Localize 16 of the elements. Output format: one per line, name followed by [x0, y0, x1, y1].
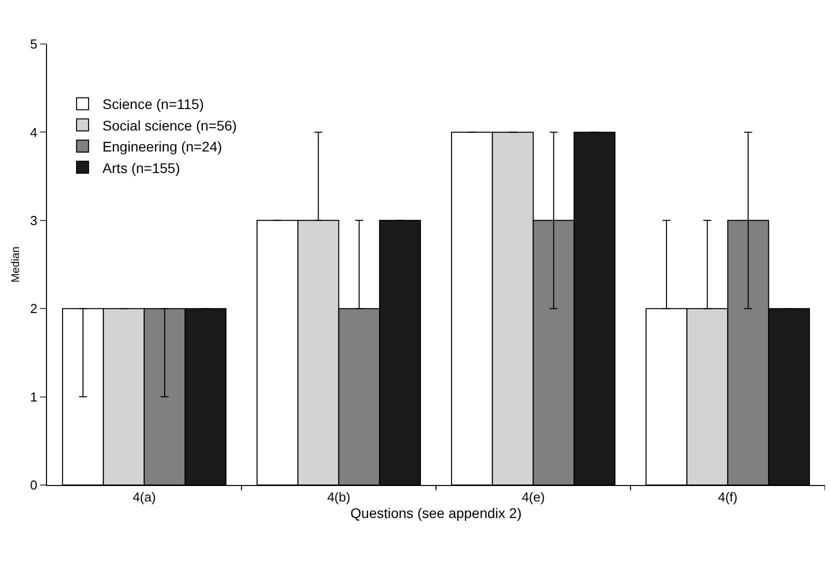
x-tick-label: 4(a) — [132, 490, 156, 505]
legend-label: Arts (n=155) — [102, 160, 180, 176]
legend-label: Social science (n=56) — [102, 117, 237, 134]
x-tick-label: 4(e) — [522, 490, 545, 505]
legend-label: Engineering (n=24) — [102, 138, 222, 155]
y-tick-label: 5 — [30, 36, 38, 52]
y-axis-title: Median — [10, 246, 22, 283]
y-tick-label: 4 — [30, 124, 38, 140]
y-tick-label: 0 — [30, 478, 38, 493]
y-tick-label: 1 — [30, 389, 38, 404]
x-tick-label: 4(b) — [327, 490, 350, 505]
legend-label: Science (n=115) — [102, 96, 204, 112]
y-tick-label: 2 — [30, 301, 38, 316]
x-axis-title: Questions (see appendix 2) — [350, 504, 522, 521]
x-tick-label: 4(f) — [718, 490, 738, 505]
y-tick-label: 3 — [30, 212, 38, 228]
